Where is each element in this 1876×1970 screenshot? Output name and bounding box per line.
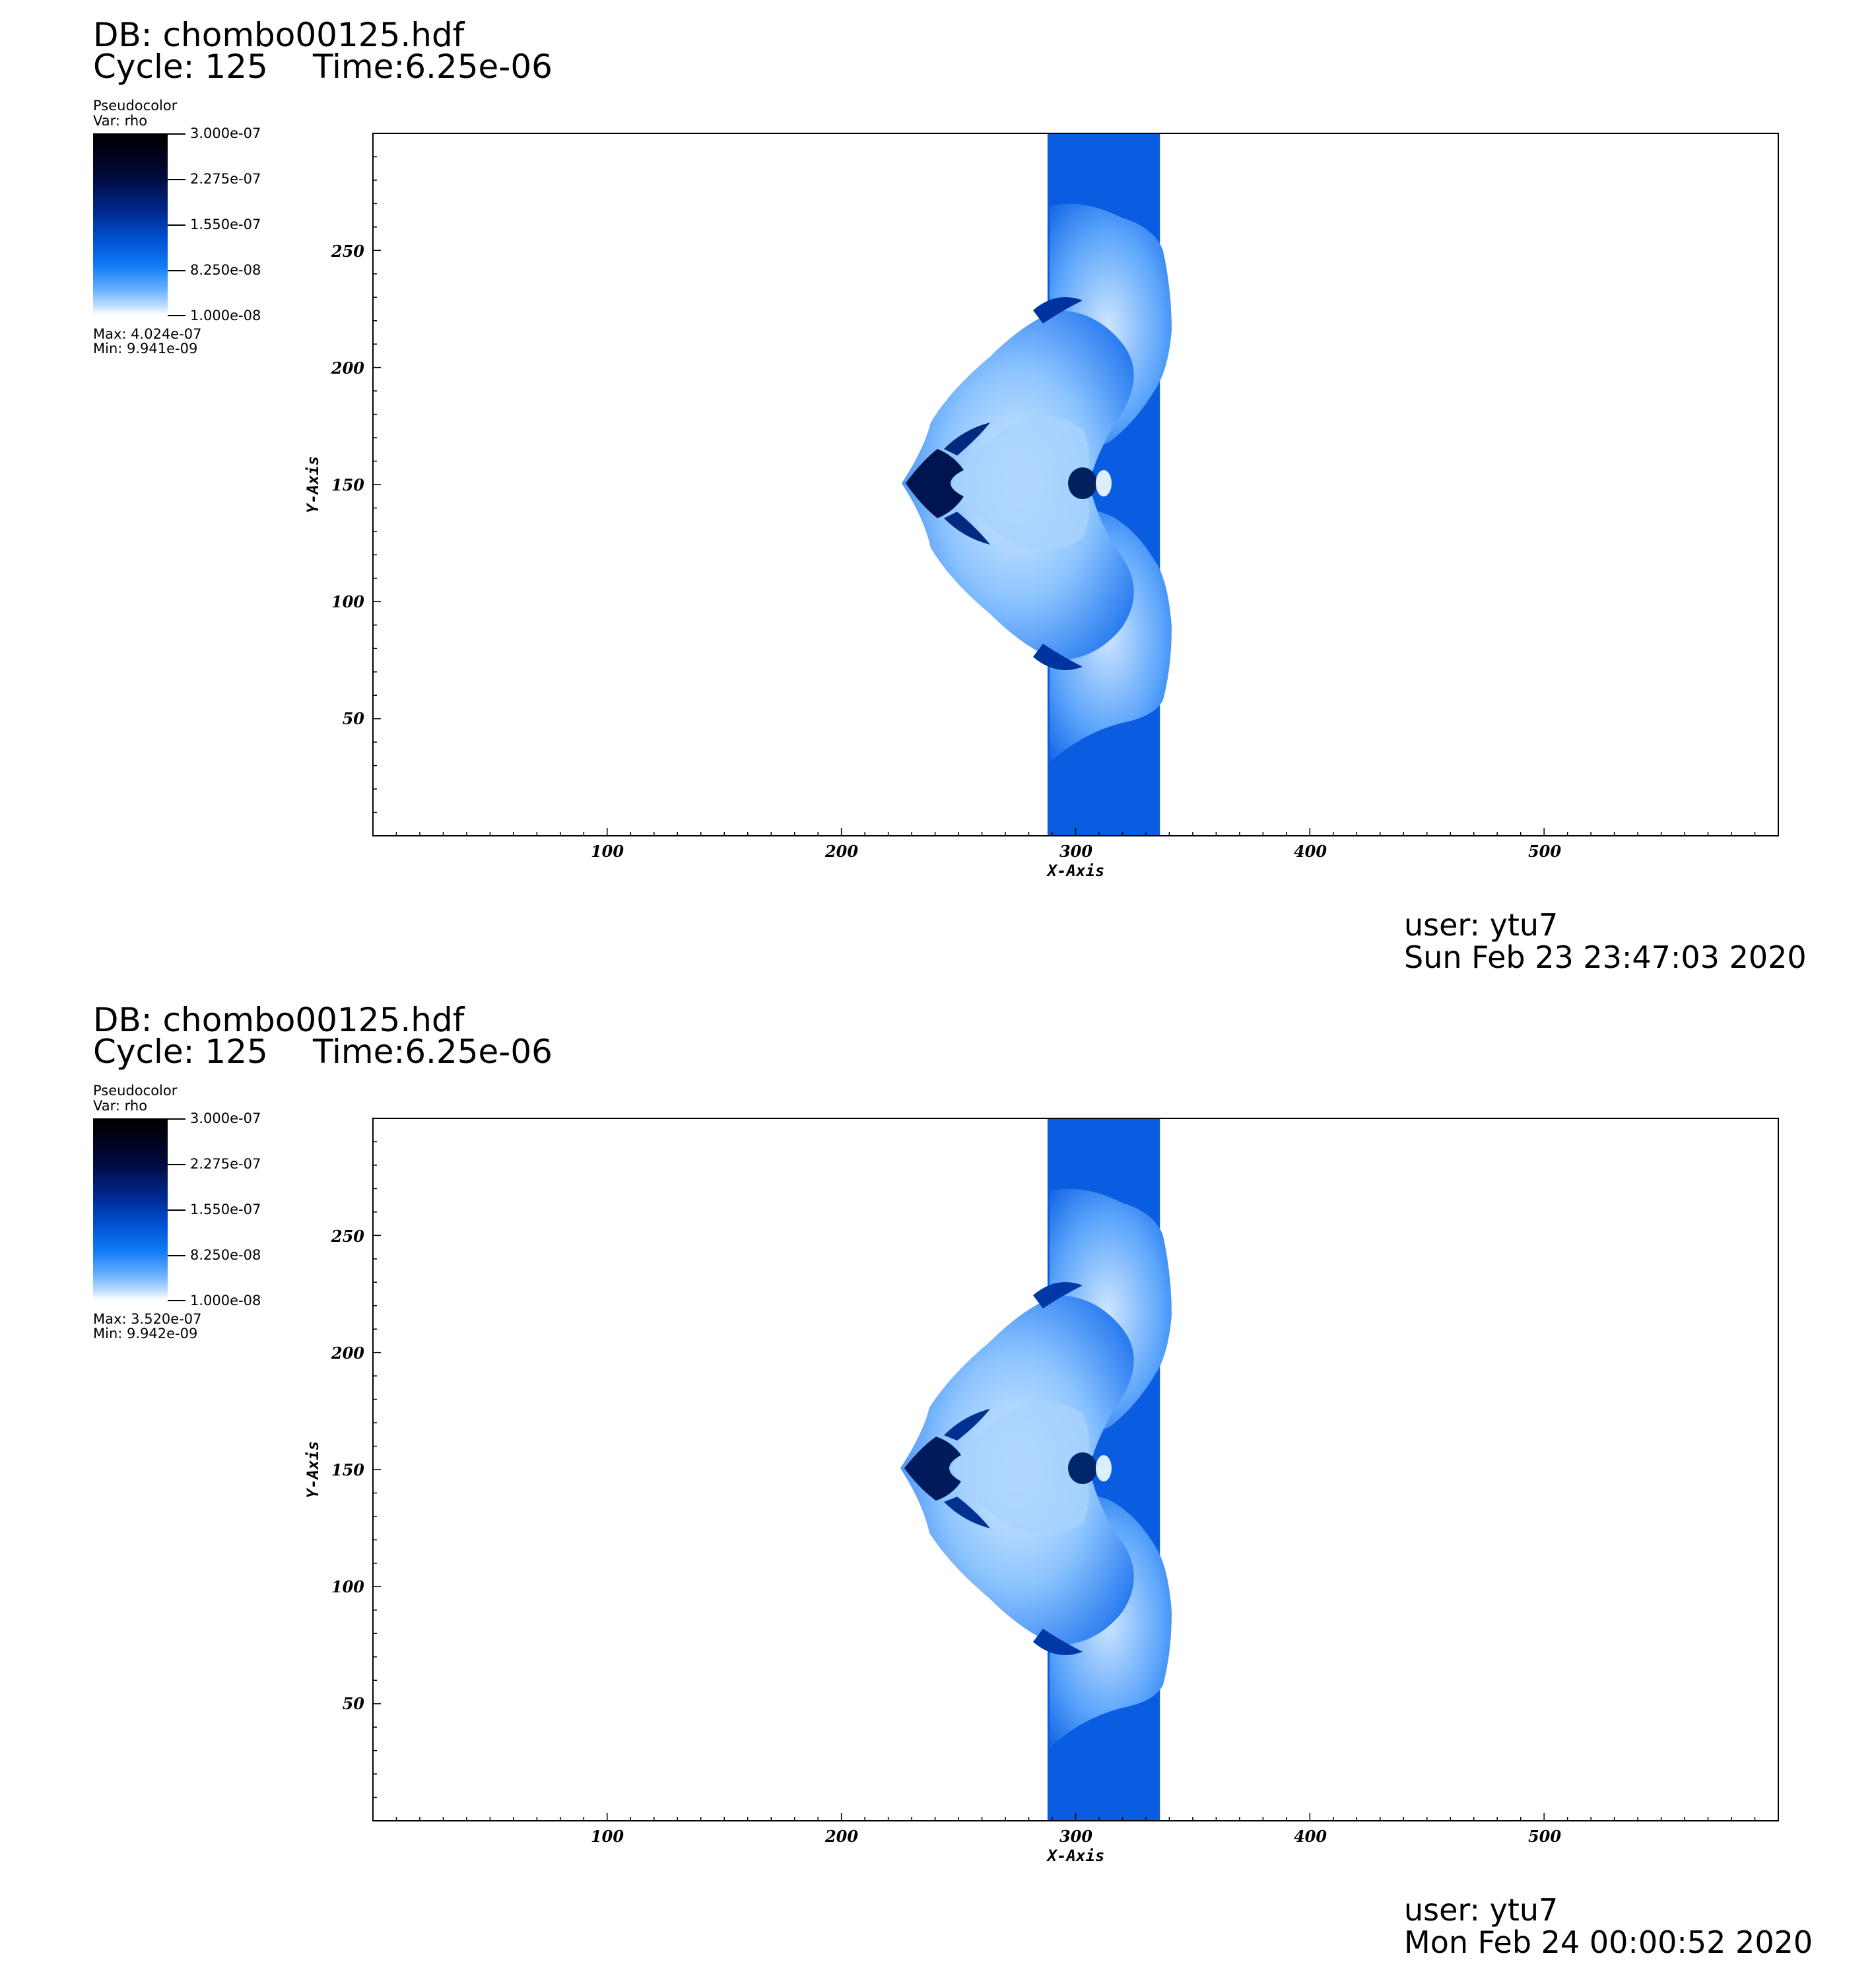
lower-dark-ridge [1033, 644, 1083, 670]
database-title: DB: chombo00125.hdf [93, 1001, 465, 1039]
y-tick-label: 200 [331, 1343, 364, 1363]
plot-panel-2: DB: chombo00125.hdf Cycle: 125 Time:6.25… [0, 985, 1876, 1970]
plot-panel-1: DB: chombo00125.hdf Cycle: 125 Time:6.25… [93, 16, 1807, 975]
colorbar-tick-label: 1.550e-07 [190, 1202, 261, 1217]
x-tick-label: 100 [591, 1827, 624, 1846]
dense-front-wing-lower [944, 1497, 990, 1528]
colorbar-tick-label: 1.000e-08 [190, 308, 261, 323]
colorbar-tick-label: 3.000e-07 [190, 1110, 261, 1126]
dense-front [904, 1437, 961, 1501]
colorbar-tick [168, 224, 185, 226]
y-tick-label: 250 [331, 1227, 364, 1246]
colorbar-tick [168, 315, 185, 316]
date-label: Sun Feb 23 23:47:03 2020 [1404, 939, 1807, 975]
colorbar [93, 1118, 168, 1300]
legend-plot-type: Pseudocolor [93, 1083, 178, 1099]
inner-core [951, 417, 1089, 550]
x-tick-label: 200 [824, 842, 858, 861]
colorbar-tick [168, 1209, 185, 1211]
colorbar-tick [168, 1164, 185, 1165]
legend-max: Max: 4.024e-07 [93, 326, 202, 342]
user-label: user: ytu7 [1404, 907, 1558, 943]
time-label: Time:6.25e-06 [313, 1033, 553, 1071]
x-tick-label: 400 [1294, 842, 1327, 861]
y-tick-label: 200 [331, 358, 364, 378]
colorbar-tick-label: 8.250e-08 [190, 262, 261, 278]
colorbar-tick [168, 133, 185, 135]
user-label: user: ytu7 [1404, 1892, 1558, 1928]
rear-dense-spot [1068, 467, 1097, 499]
lower-dark-ridge [1033, 1629, 1083, 1655]
upper-dark-ridge [1033, 297, 1083, 323]
x-ticks [395, 1813, 1756, 1821]
legend-min: Min: 9.941e-09 [93, 341, 198, 357]
colorbar-tick-label: 3.000e-07 [190, 125, 261, 141]
x-tick-label: 500 [1528, 842, 1561, 861]
cycle-label: Cycle: 125 [93, 48, 268, 86]
cycle-label: Cycle: 125 [93, 1033, 268, 1071]
x-axis-title: X-Axis [1046, 1847, 1105, 1865]
x-tick-label: 300 [1059, 1827, 1092, 1846]
x-tick-label: 100 [591, 842, 624, 861]
colorbar-tick-label: 1.000e-08 [190, 1293, 261, 1308]
upper-dark-ridge [1033, 1282, 1083, 1308]
y-tick-label: 50 [343, 1694, 365, 1713]
x-axis-title: X-Axis [1046, 862, 1105, 880]
legend-max: Max: 3.520e-07 [93, 1311, 202, 1327]
pseudocolor-plot: 100 200 300 400 500 50 100 150 200 250 X… [304, 1118, 1779, 1865]
y-ticks [373, 1141, 381, 1798]
x-tick-label: 300 [1059, 842, 1092, 861]
dense-front-wing-lower [944, 512, 990, 545]
dense-front-wing-upper [944, 423, 990, 456]
y-ticks [373, 156, 381, 813]
rear-light-spot [1096, 1455, 1112, 1481]
x-tick-label: 400 [1294, 1827, 1327, 1846]
rear-light-spot [1096, 470, 1112, 496]
time-label: Time:6.25e-06 [313, 48, 553, 86]
legend-variable: Var: rho [93, 1098, 148, 1114]
dense-front [906, 449, 964, 518]
y-tick-label: 250 [331, 242, 364, 261]
legend-variable: Var: rho [93, 113, 148, 129]
dense-front-wing-upper [944, 1409, 990, 1441]
x-tick-label: 500 [1528, 1827, 1561, 1846]
database-title: DB: chombo00125.hdf [93, 16, 465, 54]
colorbar-tick-label: 1.550e-07 [190, 217, 261, 232]
colorbar-tick-label: 8.250e-08 [190, 1247, 261, 1263]
colorbar-tick [168, 1118, 185, 1120]
y-tick-label: 50 [343, 709, 365, 728]
colorbar-tick [168, 1255, 185, 1256]
colorbar-tick-label: 2.275e-07 [190, 1156, 261, 1172]
pseudocolor-plot: 100 200 300 400 500 50 100 150 200 250 X… [304, 133, 1779, 880]
cycle-time-line: Cycle: 125 Time:6.25e-06 [93, 48, 553, 86]
date-label: Mon Feb 24 00:00:52 2020 [1404, 1924, 1813, 1960]
cycle-time-line: Cycle: 125 Time:6.25e-06 [93, 1033, 553, 1071]
inner-core [951, 1402, 1089, 1535]
y-tick-label: 150 [331, 1460, 364, 1479]
colorbar-tick [168, 1300, 185, 1301]
y-axis-title: Y-Axis [304, 1441, 322, 1499]
legend-min: Min: 9.942e-09 [93, 1326, 198, 1342]
y-axis-title: Y-Axis [304, 456, 322, 514]
x-ticks [395, 828, 1756, 836]
y-tick-label: 150 [331, 475, 364, 494]
colorbar [93, 133, 168, 315]
x-tick-label: 200 [824, 1827, 858, 1846]
colorbar-tick [168, 179, 185, 180]
y-tick-label: 100 [331, 1577, 364, 1596]
colorbar-tick-label: 2.275e-07 [190, 171, 261, 187]
colorbar-tick [168, 270, 185, 271]
legend-plot-type: Pseudocolor [93, 98, 178, 114]
y-tick-label: 100 [331, 592, 364, 611]
rear-dense-spot [1068, 1452, 1097, 1484]
